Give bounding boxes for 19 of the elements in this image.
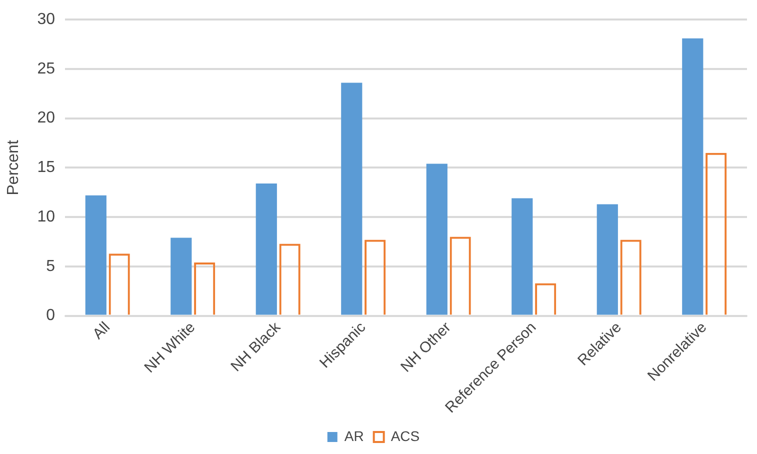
y-tick-label: 30: [37, 11, 56, 28]
y-tick-label: 10: [37, 208, 56, 226]
y-axis-title: Percent: [5, 140, 22, 196]
y-tick-label: 15: [37, 159, 56, 176]
y-tick-label: 20: [37, 110, 56, 127]
bar: [426, 164, 448, 315]
bar: [596, 204, 618, 315]
bar: [85, 195, 106, 315]
y-tick-label: 25: [37, 60, 56, 78]
x-tick-label: All: [90, 318, 114, 343]
y-tick-label: 5: [46, 258, 56, 275]
y-tick-label: 0: [46, 307, 56, 324]
bar: [341, 82, 362, 315]
bar: [512, 198, 533, 315]
bar: [256, 183, 277, 315]
legend-label: AR: [344, 428, 364, 444]
bar: [170, 238, 192, 315]
legend-label: ACS: [390, 428, 420, 444]
bar: [682, 38, 704, 315]
